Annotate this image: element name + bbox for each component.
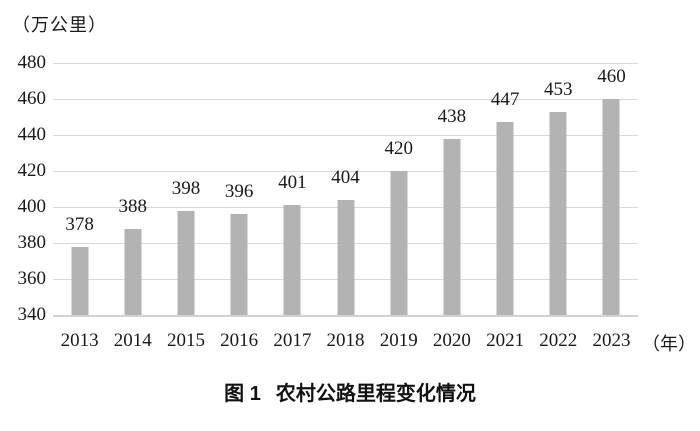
bar-slot-2014: 388 <box>106 63 159 315</box>
x-tick-label-2016: 2016 <box>220 330 259 351</box>
bar-2013 <box>71 246 89 315</box>
y-tick-label-420: 420 <box>17 160 47 181</box>
bar-2017 <box>283 205 301 315</box>
y-axis-tick-labels: 340 360 380 400 420 440 460 480 <box>0 0 47 431</box>
bar-value-label-2022: 453 <box>544 78 573 100</box>
figure-caption-label: 图 1 <box>224 383 261 405</box>
x-tick-label-2014: 2014 <box>113 330 152 351</box>
plot-area: 378 388 398 396 401 404 420 438 447 453 460 <box>53 63 638 317</box>
y-tick-label-440: 440 <box>17 124 47 145</box>
bar-2021 <box>496 122 514 315</box>
x-tick-label-2018: 2018 <box>326 330 365 351</box>
gridline-340 <box>53 315 638 317</box>
bar-slot-2023: 460 <box>585 63 638 315</box>
bar-2014 <box>124 228 142 315</box>
bar-value-label-2014: 388 <box>118 195 148 217</box>
x-tick-label-2020: 2020 <box>432 330 471 351</box>
bar-2019 <box>390 171 408 315</box>
bar-2018 <box>337 199 355 315</box>
bar-slot-2015: 398 <box>159 63 212 315</box>
y-tick-label-480: 480 <box>17 52 47 73</box>
bar-2016 <box>230 214 248 315</box>
bar-slot-2021: 447 <box>479 63 532 315</box>
y-tick-label-340: 340 <box>17 304 47 325</box>
gridline-480 <box>53 63 638 64</box>
gridline-420 <box>53 171 638 172</box>
y-tick-label-460: 460 <box>17 88 47 109</box>
x-tick-label-2013: 2013 <box>60 330 99 351</box>
gridline-440 <box>53 135 638 136</box>
bar-2015 <box>177 210 195 315</box>
figure-caption-title: 农村公路里程变化情况 <box>275 383 476 405</box>
bar-slot-2013: 378 <box>53 63 106 315</box>
bar-value-label-2021: 447 <box>490 89 520 111</box>
bar-value-label-2015: 398 <box>171 177 201 199</box>
bar-2020 <box>443 138 461 315</box>
bar-value-label-2017: 401 <box>278 172 307 194</box>
x-tick-label-2019: 2019 <box>379 330 418 351</box>
bar-slot-2017: 401 <box>266 63 319 315</box>
bar-slot-2016: 396 <box>213 63 266 315</box>
x-tick-label-2017: 2017 <box>273 330 312 351</box>
x-tick-label-2023: 2023 <box>592 330 631 351</box>
bar-value-label-2023: 460 <box>597 66 626 87</box>
bar-value-label-2018: 404 <box>331 166 360 188</box>
x-tick-label-2022: 2022 <box>539 330 578 351</box>
bar-slot-2020: 438 <box>425 63 478 315</box>
bar-slot-2018: 404 <box>319 63 372 315</box>
bar-value-label-2019: 420 <box>384 138 413 159</box>
x-tick-label-2015: 2015 <box>166 330 205 351</box>
y-tick-label-380: 380 <box>17 232 47 253</box>
y-tick-label-360: 360 <box>17 268 47 289</box>
bar-slot-2022: 453 <box>532 63 585 315</box>
x-tick-label-2021: 2021 <box>486 330 525 351</box>
x-axis-unit-label: （年） <box>642 334 696 354</box>
bar-2023 <box>602 99 620 315</box>
y-tick-label-400: 400 <box>17 196 47 217</box>
bar-value-label-2016: 396 <box>224 181 254 203</box>
figure-caption: 图 1 农村公路里程变化情况 <box>0 377 700 406</box>
bar-2022 <box>549 111 567 315</box>
bar-value-label-2020: 438 <box>437 105 467 127</box>
bar-slot-2019: 420 <box>372 63 425 315</box>
gridline-460 <box>53 99 638 100</box>
y-axis-unit-label: （万公里） <box>12 15 107 35</box>
x-axis-tick-labels: 2013 2014 2015 2016 2017 2018 2019 2020 2021 2022… <box>53 315 696 354</box>
bar-value-label-2013: 378 <box>65 213 94 235</box>
bar-series: 378 388 398 396 401 404 420 438 447 453 460 <box>53 63 638 315</box>
